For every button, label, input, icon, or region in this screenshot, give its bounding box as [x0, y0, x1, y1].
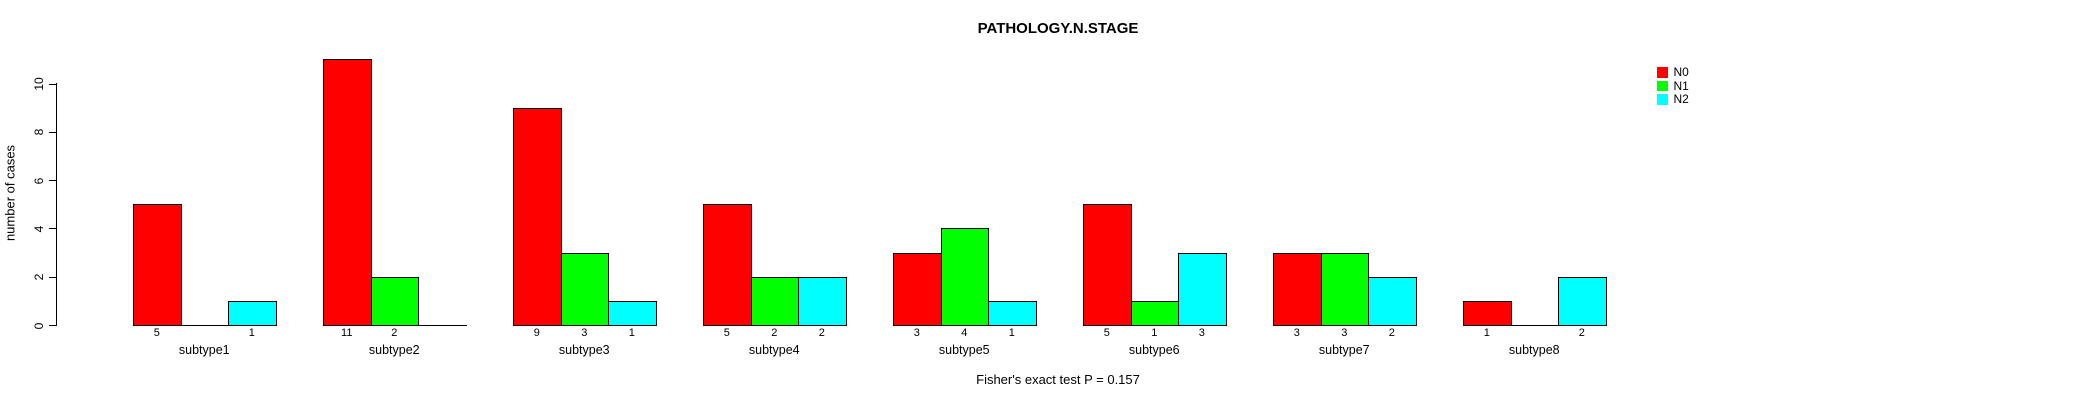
bar-value-label: 1: [1008, 327, 1015, 339]
y-tick-label: 10: [32, 77, 46, 91]
y-tick-label: 2: [32, 273, 46, 281]
bar-value-label: 2: [771, 327, 778, 339]
bar-value-label: 3: [581, 327, 588, 339]
bar-n2-subtype1: [228, 300, 277, 326]
y-tick-label: 4: [32, 225, 46, 233]
y-tick-mark: [49, 83, 56, 85]
bar-n0-subtype6: [1083, 204, 1132, 326]
bar-n0-subtype2: [323, 59, 372, 326]
bar-n2-subtype7: [1368, 276, 1417, 326]
y-tick-mark: [49, 325, 56, 326]
category-label-subtype4: subtype4: [748, 343, 800, 357]
bar-value-label: 2: [1388, 327, 1395, 339]
bar-value-label: 9: [533, 327, 540, 339]
category-label-subtype7: subtype7: [1318, 343, 1370, 357]
bar-n0-subtype1: [133, 204, 182, 326]
bar-value-label: 5: [153, 327, 160, 339]
bar-n2-subtype6: [1178, 252, 1227, 326]
category-label-subtype5: subtype5: [938, 343, 990, 357]
bar-n1-subtype3: [560, 252, 609, 326]
bar-value-label: 3: [1293, 327, 1300, 339]
bar-value-label: 5: [723, 327, 730, 339]
bar-value-label: 11: [341, 327, 353, 339]
y-tick-label: 0: [32, 322, 46, 329]
bar-value-label: 3: [1341, 327, 1348, 339]
group-baseline: [1463, 325, 1607, 326]
legend-label: N1: [1673, 78, 1689, 93]
bar-n2-subtype8: [1558, 276, 1607, 326]
category-label-subtype1: subtype1: [178, 343, 230, 357]
y-axis-line: [56, 83, 57, 326]
bar-value-label: 1: [1151, 327, 1158, 339]
bar-n0-subtype5: [893, 252, 942, 326]
annotation-text: Fisher's exact test P = 0.157: [976, 372, 1140, 387]
bar-value-label: 2: [818, 327, 825, 339]
legend-item-n1: N1: [1657, 79, 1689, 92]
y-tick-mark: [49, 180, 56, 182]
bar-value-label: 1: [628, 327, 635, 339]
bar-n2-subtype4: [798, 276, 847, 326]
bar-n1-subtype2: [370, 276, 419, 326]
bar-n2-subtype5: [988, 300, 1037, 326]
category-label-subtype3: subtype3: [558, 343, 610, 357]
bar-value-label: 3: [1198, 327, 1205, 339]
bar-value-label: 2: [1578, 327, 1585, 339]
bar-n1-subtype4: [750, 276, 799, 326]
y-tick-mark: [49, 276, 56, 278]
y-tick-mark: [49, 131, 56, 133]
category-label-subtype2: subtype2: [368, 343, 420, 357]
bar-n2-subtype3: [608, 300, 657, 326]
y-axis-title: number of cases: [2, 144, 18, 242]
bar-n0-subtype3: [513, 107, 562, 326]
legend-item-n0: N0: [1657, 66, 1689, 79]
legend-swatch-n1: [1657, 80, 1668, 92]
category-label-subtype8: subtype8: [1508, 343, 1560, 357]
legend-swatch-n2: [1657, 94, 1668, 105]
bar-n1-subtype7: [1320, 252, 1369, 326]
bar-value-label: 1: [248, 327, 255, 339]
chart-title: PATHOLOGY.N.STAGE: [977, 20, 1139, 37]
legend-swatch-n0: [1657, 67, 1668, 78]
category-label-subtype6: subtype6: [1128, 343, 1180, 357]
legend: N0 N1 N2: [1657, 66, 1689, 106]
bar-value-label: 2: [391, 327, 398, 339]
legend-label: N0: [1673, 65, 1689, 80]
bar-n0-subtype8: [1463, 300, 1512, 326]
bar-value-label: 1: [1483, 327, 1490, 339]
y-tick-mark: [49, 228, 56, 230]
bar-value-label: 3: [913, 327, 920, 339]
group-baseline: [133, 325, 277, 326]
bar-n1-subtype5: [940, 228, 989, 326]
bar-n0-subtype7: [1273, 252, 1322, 326]
bar-value-label: 5: [1103, 327, 1110, 339]
bar-value-label: 4: [961, 327, 968, 339]
y-tick-label: 6: [32, 177, 46, 184]
y-tick-label: 8: [32, 128, 46, 136]
bar-n1-subtype6: [1130, 300, 1179, 326]
legend-item-n2: N2: [1657, 91, 1689, 106]
bar-n0-subtype4: [703, 204, 752, 326]
legend-label: N2: [1673, 91, 1689, 106]
